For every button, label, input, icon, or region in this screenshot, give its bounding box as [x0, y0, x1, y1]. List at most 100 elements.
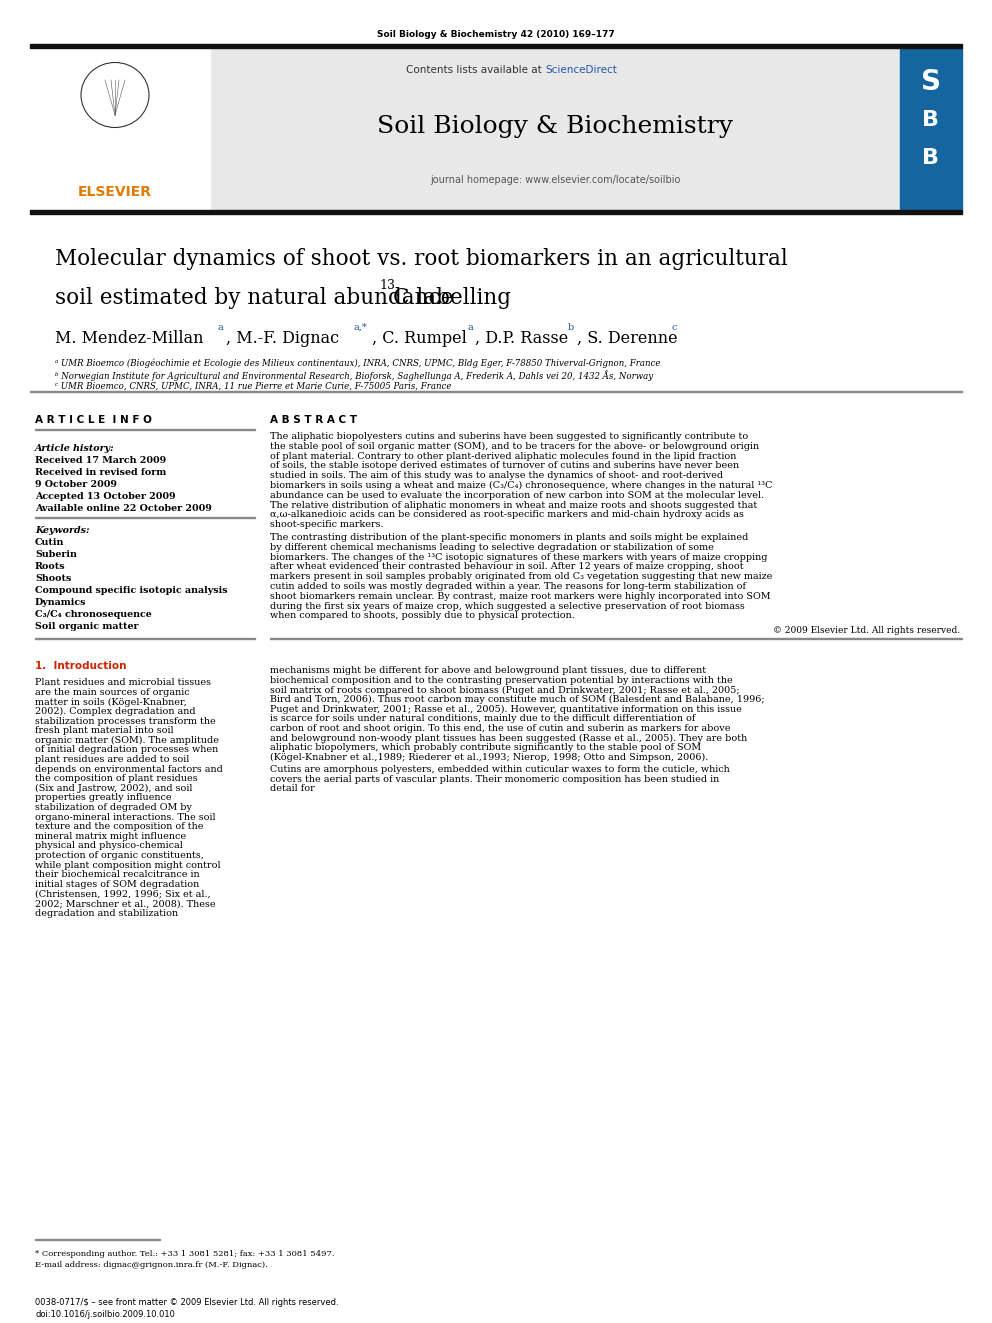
Bar [30, 44, 962, 48]
Text: 9 October 2009: 9 October 2009 [35, 480, 117, 490]
Text: doi:10.1016/j.soilbio.2009.10.010: doi:10.1016/j.soilbio.2009.10.010 [35, 1310, 175, 1319]
Text: of initial degradation processes when: of initial degradation processes when [35, 745, 218, 754]
Text: , C. Rumpel: , C. Rumpel [372, 329, 467, 347]
Text: ELSEVIER: ELSEVIER [78, 185, 152, 198]
Text: cutin added to soils was mostly degraded within a year. The reasons for long-ter: cutin added to soils was mostly degraded… [270, 582, 746, 591]
Text: A R T I C L E  I N F O: A R T I C L E I N F O [35, 415, 152, 425]
Text: b: b [568, 323, 574, 332]
Text: C labelling: C labelling [393, 287, 511, 310]
Text: Molecular dynamics of shoot vs. root biomarkers in an agricultural: Molecular dynamics of shoot vs. root bio… [55, 247, 788, 270]
Text: Dynamics: Dynamics [35, 598, 86, 607]
Text: aliphatic biopolymers, which probably contribute significantly to the stable poo: aliphatic biopolymers, which probably co… [270, 744, 701, 751]
Text: journal homepage: www.elsevier.com/locate/soilbio: journal homepage: www.elsevier.com/locat… [430, 175, 681, 185]
Text: and belowground non-woody plant tissues has been suggested (Rasse et al., 2005).: and belowground non-woody plant tissues … [270, 733, 747, 742]
Text: , D.P. Rasse: , D.P. Rasse [475, 329, 568, 347]
Text: Bird and Torn, 2006). Thus root carbon may constitute much of SOM (Balesdent and: Bird and Torn, 2006). Thus root carbon m… [270, 695, 765, 704]
Bar [900, 48, 962, 210]
Text: of soils, the stable isotope derived estimates of turnover of cutins and suberin: of soils, the stable isotope derived est… [270, 462, 739, 471]
Text: Received in revised form: Received in revised form [35, 468, 167, 478]
Text: Compound specific isotopic analysis: Compound specific isotopic analysis [35, 586, 227, 595]
Text: S: S [921, 67, 941, 97]
Text: organic matter (SOM). The amplitude: organic matter (SOM). The amplitude [35, 736, 219, 745]
Text: E-mail address: dignac@grignon.inra.fr (M.-F. Dignac).: E-mail address: dignac@grignon.inra.fr (… [35, 1261, 268, 1269]
Text: M. Mendez-Millan: M. Mendez-Millan [55, 329, 208, 347]
Text: ᶜ UMR Bioemco, CNRS, UPMC, INRA, 11 rue Pierre et Marie Curie, F-75005 Paris, Fr: ᶜ UMR Bioemco, CNRS, UPMC, INRA, 11 rue … [55, 382, 451, 392]
Bar [30, 48, 210, 210]
Text: Cutins are amorphous polyesters, embedded within cuticular waxes to form the cut: Cutins are amorphous polyesters, embedde… [270, 765, 730, 774]
Text: B: B [923, 148, 939, 168]
Text: (Six and Jastrow, 2002), and soil: (Six and Jastrow, 2002), and soil [35, 783, 192, 792]
Text: C₃/C₄ chronosequence: C₃/C₄ chronosequence [35, 610, 152, 619]
Text: initial stages of SOM degradation: initial stages of SOM degradation [35, 880, 199, 889]
Text: Roots: Roots [35, 562, 65, 572]
Text: abundance can be used to evaluate the incorporation of new carbon into SOM at th: abundance can be used to evaluate the in… [270, 491, 764, 500]
Text: Contents lists available at: Contents lists available at [406, 65, 545, 75]
Text: The contrasting distribution of the plant-specific monomers in plants and soils : The contrasting distribution of the plan… [270, 533, 748, 542]
Text: plant residues are added to soil: plant residues are added to soil [35, 755, 189, 763]
Text: ᵇ Norwegian Institute for Agricultural and Environmental Research, Bioforsk, Sag: ᵇ Norwegian Institute for Agricultural a… [55, 370, 653, 381]
Text: * Corresponding author. Tel.: +33 1 3081 5281; fax: +33 1 3081 5497.: * Corresponding author. Tel.: +33 1 3081… [35, 1250, 334, 1258]
Text: when compared to shoots, possibly due to physical protection.: when compared to shoots, possibly due to… [270, 611, 574, 620]
Text: Available online 22 October 2009: Available online 22 October 2009 [35, 504, 211, 513]
Text: matter in soils (Kögel-Knabner,: matter in soils (Kögel-Knabner, [35, 697, 186, 706]
Text: fresh plant material into soil: fresh plant material into soil [35, 726, 174, 736]
Text: © 2009 Elsevier Ltd. All rights reserved.: © 2009 Elsevier Ltd. All rights reserved… [773, 626, 960, 635]
Text: α,ω-alkanedioic acids can be considered as root-specific markers and mid-chain h: α,ω-alkanedioic acids can be considered … [270, 511, 744, 520]
Text: stabilization processes transform the: stabilization processes transform the [35, 717, 215, 725]
Text: Plant residues and microbial tissues: Plant residues and microbial tissues [35, 679, 211, 687]
Text: are the main sources of organic: are the main sources of organic [35, 688, 189, 697]
Text: Shoots: Shoots [35, 574, 71, 583]
Text: markers present in soil samples probably originated from old C₃ vegetation sugge: markers present in soil samples probably… [270, 573, 773, 581]
Text: covers the aerial parts of vascular plants. Their monomeric composition has been: covers the aerial parts of vascular plan… [270, 775, 719, 783]
Text: Accepted 13 October 2009: Accepted 13 October 2009 [35, 492, 176, 501]
Text: ScienceDirect: ScienceDirect [545, 65, 617, 75]
Text: , S. Derenne: , S. Derenne [577, 329, 678, 347]
Text: biochemical composition and to the contrasting preservation potential by interac: biochemical composition and to the contr… [270, 676, 733, 685]
Text: shoot-specific markers.: shoot-specific markers. [270, 520, 384, 529]
Text: properties greatly influence: properties greatly influence [35, 794, 172, 803]
Bar [30, 210, 962, 214]
Text: soil matrix of roots compared to shoot biomass (Puget and Drinkwater, 2001; Rass: soil matrix of roots compared to shoot b… [270, 685, 740, 695]
Text: protection of organic constituents,: protection of organic constituents, [35, 851, 204, 860]
Text: depends on environmental factors and: depends on environmental factors and [35, 765, 223, 774]
Text: during the first six years of maize crop, which suggested a selective preservati: during the first six years of maize crop… [270, 602, 745, 611]
Text: The aliphatic biopolyesters cutins and suberins have been suggested to significa: The aliphatic biopolyesters cutins and s… [270, 433, 748, 441]
Text: after wheat evidenced their contrasted behaviour in soil. After 12 years of maiz: after wheat evidenced their contrasted b… [270, 562, 744, 572]
Text: Soil Biology & Biochemistry: Soil Biology & Biochemistry [377, 115, 733, 138]
Text: studied in soils. The aim of this study was to analyse the dynamics of shoot- an: studied in soils. The aim of this study … [270, 471, 723, 480]
Text: , M.-F. Dignac: , M.-F. Dignac [226, 329, 339, 347]
Text: Received 17 March 2009: Received 17 March 2009 [35, 456, 166, 464]
Text: physical and physico-chemical: physical and physico-chemical [35, 841, 183, 851]
Text: by different chemical mechanisms leading to selective degradation or stabilizati: by different chemical mechanisms leading… [270, 542, 714, 552]
Text: the stable pool of soil organic matter (SOM), and to be tracers for the above- o: the stable pool of soil organic matter (… [270, 442, 759, 451]
Text: Soil organic matter: Soil organic matter [35, 622, 139, 631]
Text: 2002). Complex degradation and: 2002). Complex degradation and [35, 706, 195, 716]
Text: Soil Biology & Biochemistry 42 (2010) 169–177: Soil Biology & Biochemistry 42 (2010) 16… [377, 30, 615, 38]
Text: organo-mineral interactions. The soil: organo-mineral interactions. The soil [35, 812, 215, 822]
Text: shoot biomarkers remain unclear. By contrast, maize root markers were highly inc: shoot biomarkers remain unclear. By cont… [270, 591, 771, 601]
Text: (Kögel-Knabner et al.,1989; Riederer et al.,1993; Nierop, 1998; Otto and Simpson: (Kögel-Knabner et al.,1989; Riederer et … [270, 753, 708, 762]
Text: while plant composition might control: while plant composition might control [35, 860, 220, 869]
Text: carbon of root and shoot origin. To this end, the use of cutin and suberin as ma: carbon of root and shoot origin. To this… [270, 724, 730, 733]
Text: Puget and Drinkwater, 2001; Rasse et al., 2005). However, quantitative informati: Puget and Drinkwater, 2001; Rasse et al.… [270, 705, 742, 713]
Text: a: a [467, 323, 473, 332]
Text: A B S T R A C T: A B S T R A C T [270, 415, 357, 425]
Text: 1.  Introduction: 1. Introduction [35, 662, 127, 671]
Text: 2002; Marschner et al., 2008). These: 2002; Marschner et al., 2008). These [35, 900, 215, 908]
Text: biomarkers in soils using a wheat and maize (C₃/C₄) chronosequence, where change: biomarkers in soils using a wheat and ma… [270, 482, 773, 490]
Text: B: B [923, 110, 939, 130]
Text: mechanisms might be different for above and belowground plant tissues, due to di: mechanisms might be different for above … [270, 667, 706, 675]
Text: Article history:: Article history: [35, 445, 115, 452]
Text: ᵃ UMR Bioemco (Biogéochimie et Ecologie des Milieux continentaux), INRA, CNRS, U: ᵃ UMR Bioemco (Biogéochimie et Ecologie … [55, 359, 661, 368]
Bar [210, 48, 900, 210]
Text: 0038-0717/$ – see front matter © 2009 Elsevier Ltd. All rights reserved.: 0038-0717/$ – see front matter © 2009 El… [35, 1298, 338, 1307]
Text: stabilization of degraded OM by: stabilization of degraded OM by [35, 803, 192, 812]
Text: of plant material. Contrary to other plant-derived aliphatic molecules found in : of plant material. Contrary to other pla… [270, 451, 736, 460]
Text: (Christensen, 1992, 1996; Six et al.,: (Christensen, 1992, 1996; Six et al., [35, 889, 210, 898]
Text: detail for: detail for [270, 785, 314, 794]
Text: degradation and stabilization: degradation and stabilization [35, 909, 179, 918]
Text: texture and the composition of the: texture and the composition of the [35, 822, 203, 831]
Text: is scarce for soils under natural conditions, mainly due to the difficult differ: is scarce for soils under natural condit… [270, 714, 695, 724]
Text: a: a [218, 323, 224, 332]
Text: soil estimated by natural abundance: soil estimated by natural abundance [55, 287, 460, 310]
